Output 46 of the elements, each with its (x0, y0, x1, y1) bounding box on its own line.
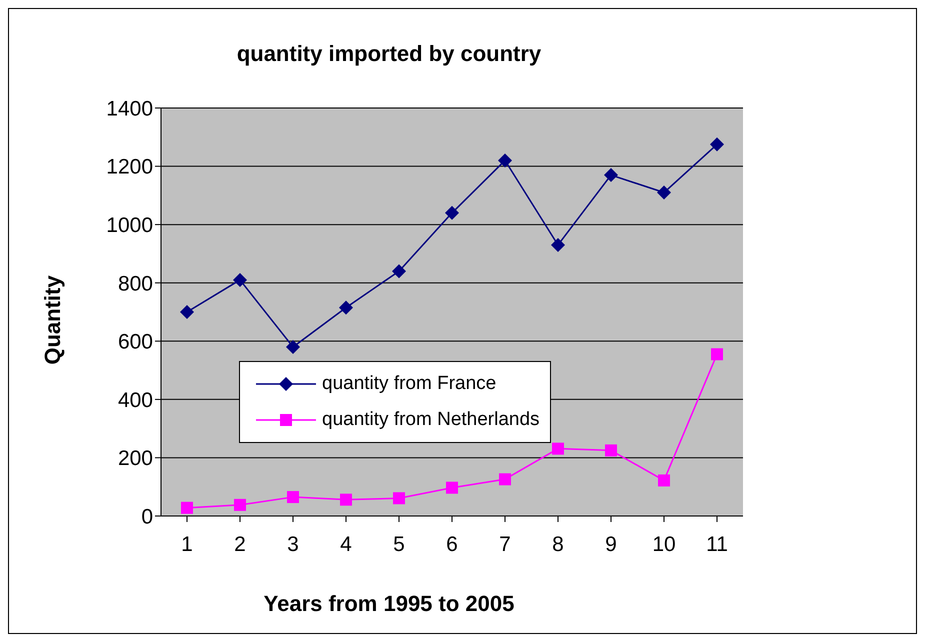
point (605, 444, 617, 456)
x-tick-label: 1 (181, 532, 193, 556)
y-axis-title: Quantity (40, 275, 66, 365)
y-tick-label: 600 (118, 330, 153, 354)
x-tick-label: 5 (393, 532, 405, 556)
x-tick-label: 4 (340, 532, 352, 556)
x-tick-label: 3 (287, 532, 299, 556)
y-tick-label: 1000 (106, 214, 153, 238)
point (445, 206, 459, 220)
point (657, 186, 671, 200)
point (181, 502, 193, 514)
legend-label: quantity from Netherlands (322, 408, 540, 432)
point (552, 442, 564, 455)
x-tick-label: 10 (652, 532, 676, 556)
point (340, 494, 352, 506)
point (287, 491, 299, 504)
y-tick-label: 400 (118, 388, 153, 412)
x-axis-title: Years from 1995 to 2005 (262, 591, 516, 617)
point (710, 137, 724, 152)
point (234, 498, 246, 511)
x-tick-label: 9 (605, 532, 617, 556)
x-tick-label: 11 (706, 532, 728, 556)
y-tick-label: 800 (118, 272, 153, 296)
point (658, 474, 670, 486)
point (233, 272, 247, 287)
y-tick-label: 0 (141, 505, 153, 528)
x-tick-label: 7 (499, 532, 511, 556)
x-tick-label: 6 (446, 532, 458, 556)
point (604, 168, 618, 182)
chart-title: quantity imported by country (236, 41, 542, 67)
point (499, 473, 511, 486)
point (286, 340, 300, 354)
y-tick-label: 1200 (106, 156, 153, 179)
point (498, 153, 512, 168)
point (446, 482, 458, 494)
point (393, 492, 405, 504)
point (392, 264, 406, 278)
point (551, 238, 565, 252)
point (711, 348, 723, 360)
y-tick-label: 200 (118, 447, 153, 470)
legend-label: quantity from France (322, 372, 496, 396)
x-tick-label: 8 (552, 532, 564, 556)
point (339, 300, 353, 315)
y-tick-label: 1400 (106, 97, 153, 120)
point (180, 305, 194, 319)
x-tick-label: 2 (234, 532, 246, 556)
